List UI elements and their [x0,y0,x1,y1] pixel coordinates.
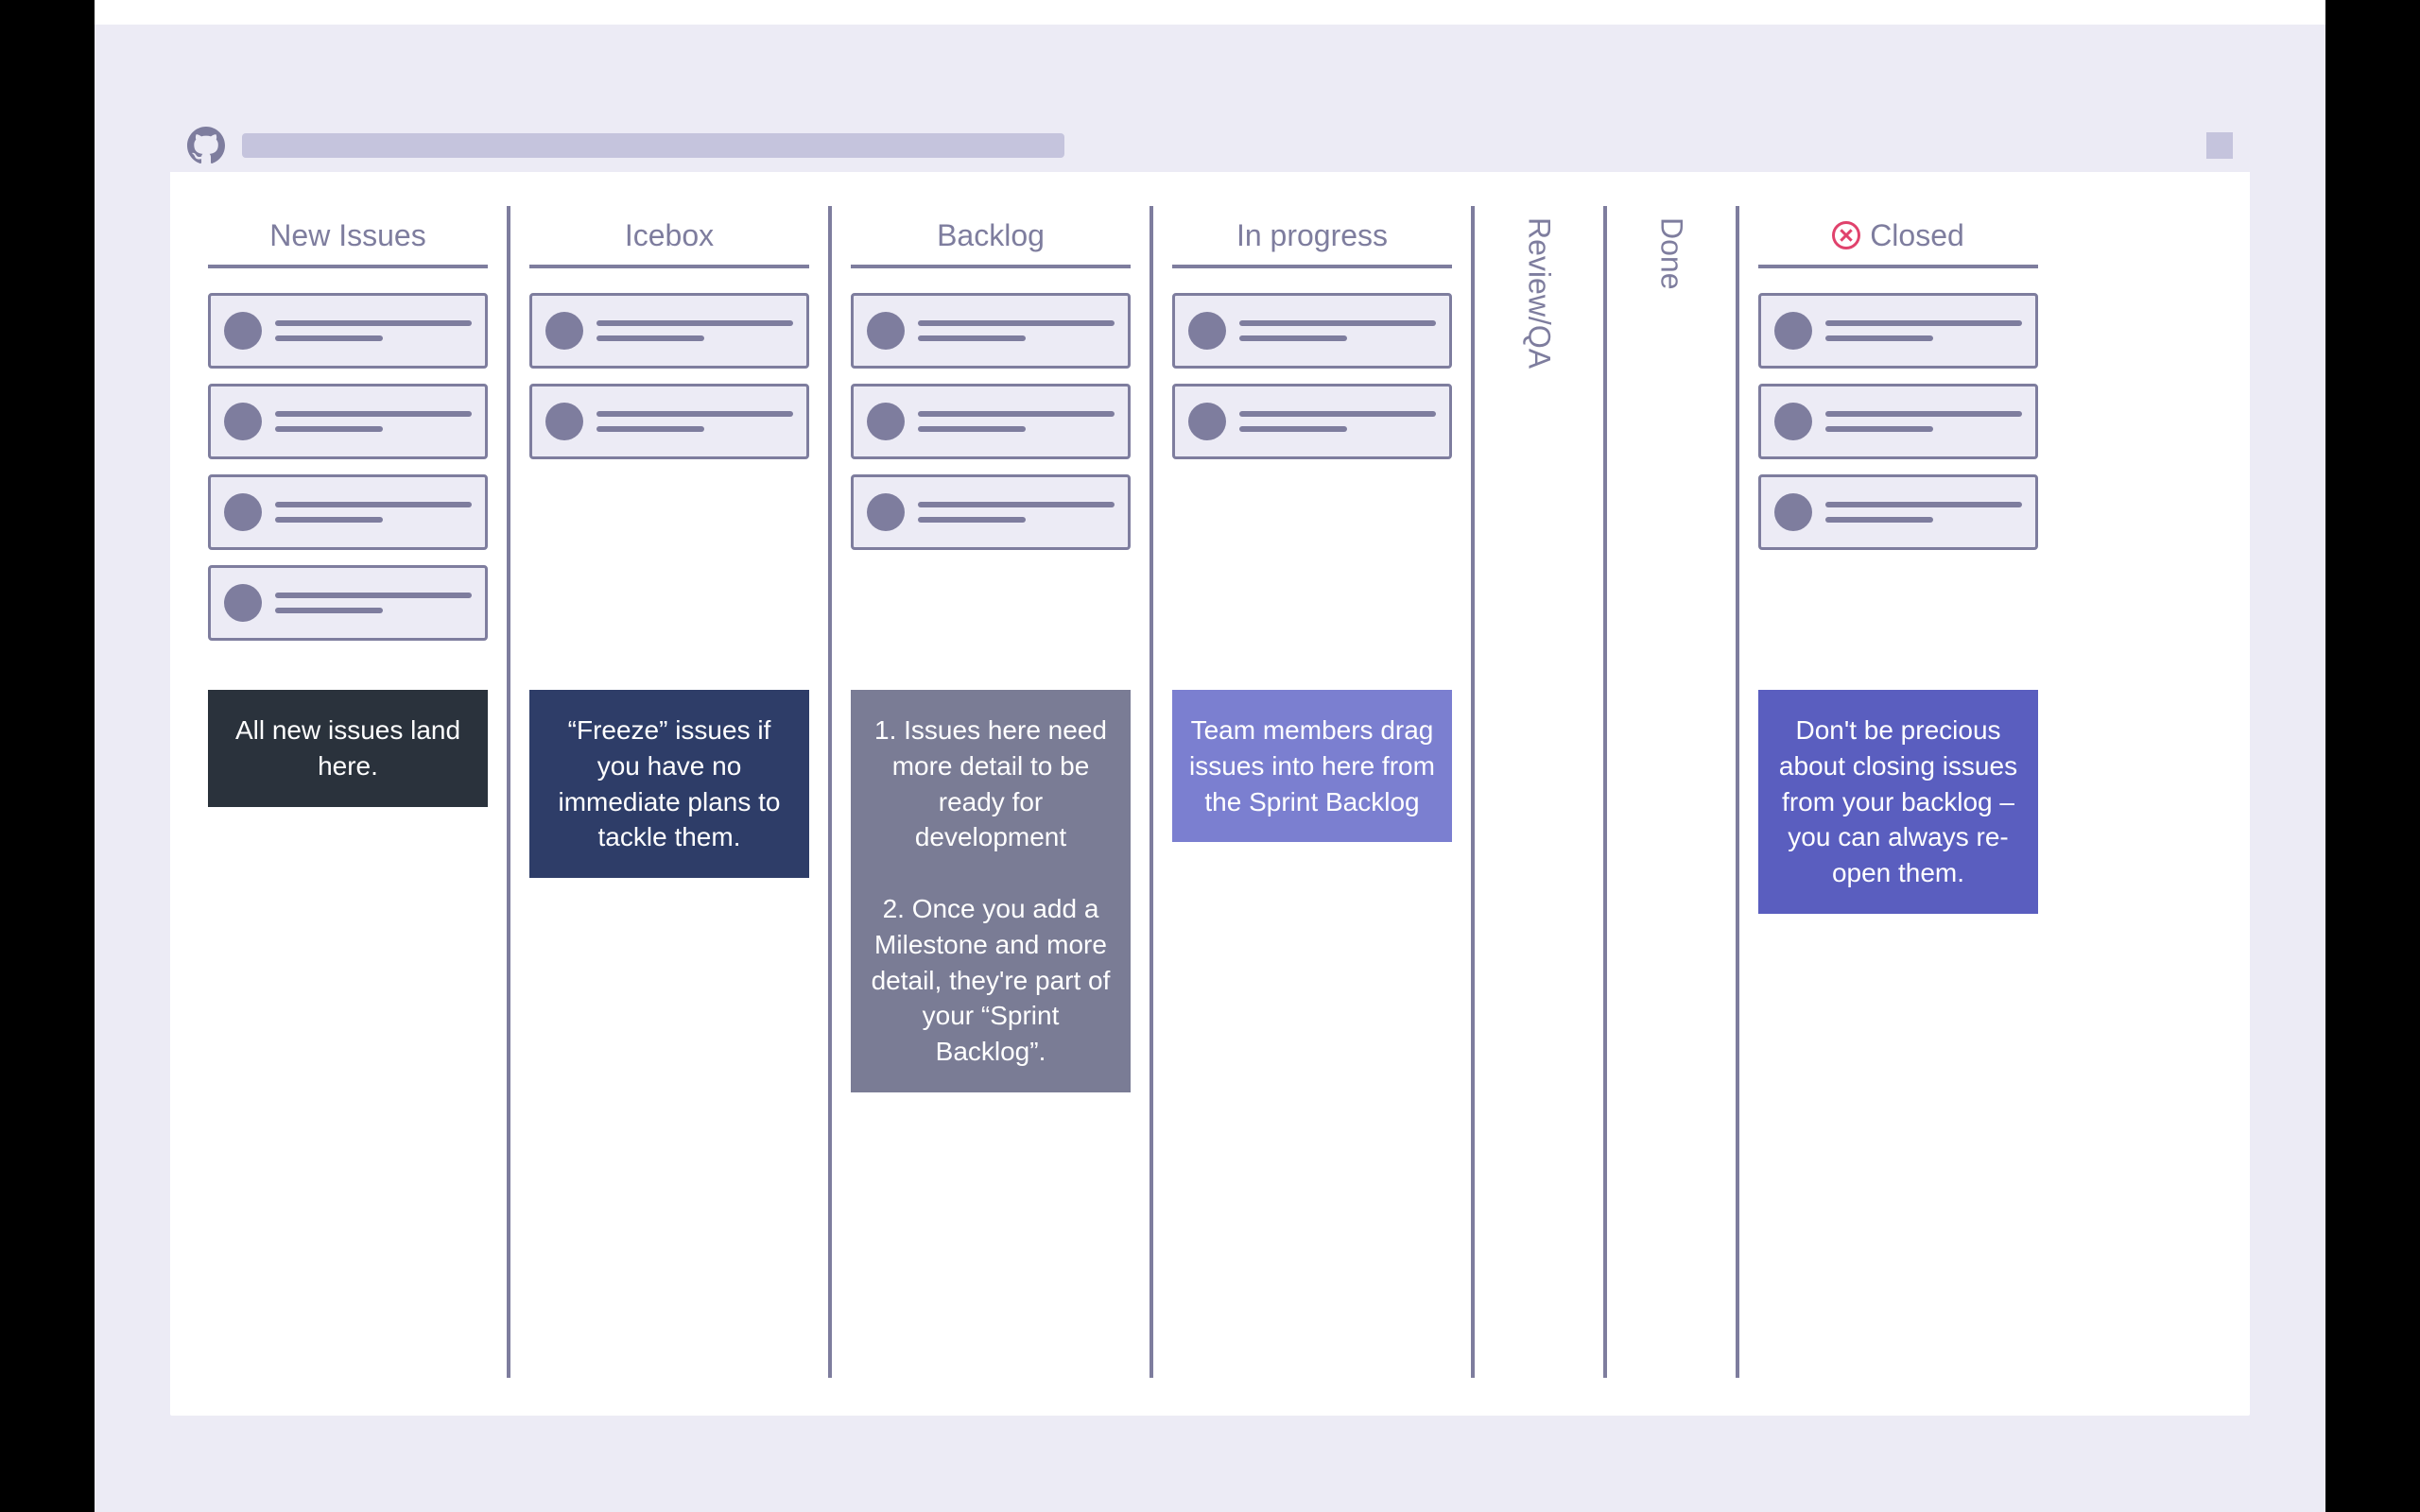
column-icebox: Icebox “Freeze” issues if you have no imm… [510,206,828,1378]
issue-card[interactable] [1758,384,2038,459]
issue-card[interactable] [529,293,809,369]
avatar [224,312,262,350]
window-button[interactable] [2206,132,2233,159]
cards-container [1153,293,1471,459]
avatar [224,584,262,622]
avatar [224,403,262,440]
column-title: Icebox [625,218,714,253]
window-header [170,119,2250,172]
issue-card[interactable] [208,474,488,550]
column-header-closed[interactable]: Closed [1758,206,2038,268]
avatar [545,312,583,350]
cards-container [832,293,1150,550]
avatar [1188,403,1226,440]
column-description: All new issues land here. [208,690,488,807]
issue-card[interactable] [208,565,488,641]
column-header-in-progress[interactable]: In progress [1172,206,1452,268]
card-text-placeholder [1825,502,2022,523]
column-review-qa: Review/QA [1475,206,1603,1378]
column-header-review-qa[interactable]: Review/QA [1522,206,1557,369]
card-text-placeholder [596,320,793,341]
avatar [867,312,905,350]
card-text-placeholder [1239,320,1436,341]
column-title: Done [1654,217,1689,290]
card-area [1739,293,2057,671]
column-title: Review/QA [1522,217,1557,369]
column-description: Don't be precious about closing issues f… [1758,690,2038,914]
column-title: Backlog [937,218,1045,253]
card-text-placeholder [918,320,1115,341]
github-icon [187,127,225,164]
issue-card[interactable] [208,293,488,369]
column-header-done[interactable]: Done [1654,206,1689,290]
avatar [545,403,583,440]
column-header-new-issues[interactable]: New Issues [208,206,488,268]
page-background: New IssuesAll new issues land here.Icebo… [95,0,2325,1512]
issue-card[interactable] [851,474,1131,550]
issue-card[interactable] [208,384,488,459]
column-done: Done [1607,206,1736,1378]
column-closed: Closed Don't be precious about closing is… [1739,206,2057,1378]
card-text-placeholder [1825,320,2022,341]
card-area [832,293,1150,671]
issue-card[interactable] [1758,293,2038,369]
issue-card[interactable] [851,293,1131,369]
card-text-placeholder [596,411,793,432]
card-text-placeholder [918,411,1115,432]
avatar [1188,312,1226,350]
column-title: In progress [1236,218,1388,253]
card-text-placeholder [1825,411,2022,432]
avatar [1774,493,1812,531]
issue-card[interactable] [851,384,1131,459]
column-title: New Issues [269,218,425,253]
column-description: “Freeze” issues if you have no immediate… [529,690,809,878]
card-text-placeholder [275,411,472,432]
cards-container [510,293,828,459]
kanban-board: New IssuesAll new issues land here.Icebo… [170,172,2250,1416]
card-area [510,293,828,671]
card-area [189,293,507,671]
issue-card[interactable] [1172,293,1452,369]
column-description: Team members drag issues into here from … [1172,690,1452,842]
issue-card[interactable] [1172,384,1452,459]
card-text-placeholder [275,593,472,613]
card-text-placeholder [275,502,472,523]
avatar [224,493,262,531]
issue-card[interactable] [529,384,809,459]
column-in-progress: In progress Team members drag issues into… [1153,206,1471,1378]
column-description: 1. Issues here need more detail to be re… [851,690,1131,1092]
browser-window: New IssuesAll new issues land here.Icebo… [170,119,2250,1416]
avatar [867,403,905,440]
avatar [1774,312,1812,350]
issue-card[interactable] [1758,474,2038,550]
column-backlog: Backlog 1. Issues here need more detail t… [832,206,1150,1378]
card-text-placeholder [275,320,472,341]
column-header-backlog[interactable]: Backlog [851,206,1131,268]
avatar [1774,403,1812,440]
column-new-issues: New Issues All new issues land here. [189,206,507,1378]
card-text-placeholder [918,502,1115,523]
column-header-icebox[interactable]: Icebox [529,206,809,268]
column-title: Closed [1870,218,1964,253]
closed-icon [1832,221,1860,249]
card-text-placeholder [1239,411,1436,432]
address-bar[interactable] [242,133,1064,158]
card-area [1153,293,1471,671]
cards-container [189,293,507,641]
cards-container [1739,293,2057,550]
avatar [867,493,905,531]
